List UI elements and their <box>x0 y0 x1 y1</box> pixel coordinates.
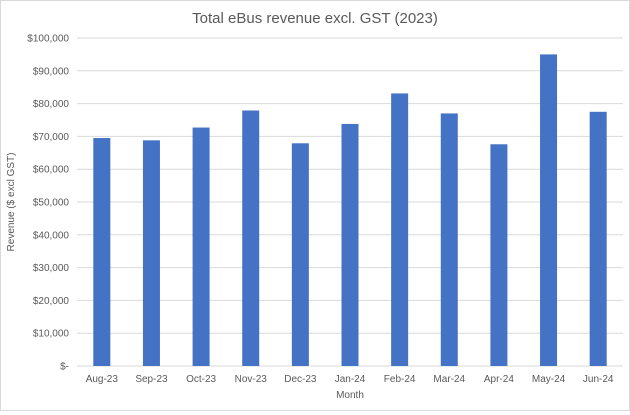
x-tick-label: Oct-23 <box>186 374 216 385</box>
x-tick-label: Feb-24 <box>384 374 416 385</box>
x-tick-label: Jun-24 <box>583 374 614 385</box>
y-tick-label: $100,000 <box>27 34 69 45</box>
x-tick-label: Nov-23 <box>235 374 268 385</box>
x-axis-label: Month <box>336 390 364 401</box>
chart-title: Total eBus revenue excl. GST (2023) <box>192 10 438 27</box>
bar-oct-23 <box>192 127 210 366</box>
y-tick-label: $90,000 <box>33 66 70 77</box>
x-tick-label: Apr-24 <box>484 374 514 385</box>
y-tick-label: $40,000 <box>33 230 70 241</box>
y-tick-labels: $- $10,000 $20,000 $30,000 $40,000 $50,000 $60… <box>27 34 69 373</box>
bar-nov-23 <box>242 110 260 366</box>
bars <box>93 54 607 367</box>
x-tick-label: Jan-24 <box>335 374 366 385</box>
x-tick-labels: Aug-23 Sep-23 Oct-23 Nov-23 Dec-23 Jan-24 Feb-… <box>86 374 614 385</box>
x-tick-label: Sep-23 <box>135 374 168 385</box>
bar-mar-24 <box>440 113 458 366</box>
y-tick-label: $- <box>60 362 69 373</box>
y-tick-label: $60,000 <box>33 165 70 176</box>
y-tick-label: $70,000 <box>33 132 70 143</box>
x-tick-label: Dec-23 <box>284 374 317 385</box>
x-tick-label: May-24 <box>532 374 566 385</box>
bar-apr-24 <box>490 144 508 366</box>
y-tick-label: $20,000 <box>33 296 70 307</box>
bar-dec-23 <box>291 143 309 366</box>
y-tick-label: $80,000 <box>33 99 70 110</box>
x-tick-label: Aug-23 <box>86 374 119 385</box>
y-axis-label: Revenue ($ excl GST) <box>6 153 17 252</box>
y-tick-label: $50,000 <box>33 198 70 209</box>
bar-jan-24 <box>341 123 359 366</box>
y-tick-label: $10,000 <box>33 329 70 340</box>
y-tick-label: $30,000 <box>33 263 70 274</box>
bar-may-24 <box>540 54 558 367</box>
bar-aug-23 <box>93 138 111 366</box>
bar-jun-24 <box>589 111 607 366</box>
x-tick-label: Mar-24 <box>433 374 465 385</box>
bar-sep-23 <box>142 140 160 366</box>
bar-feb-24 <box>391 93 409 366</box>
